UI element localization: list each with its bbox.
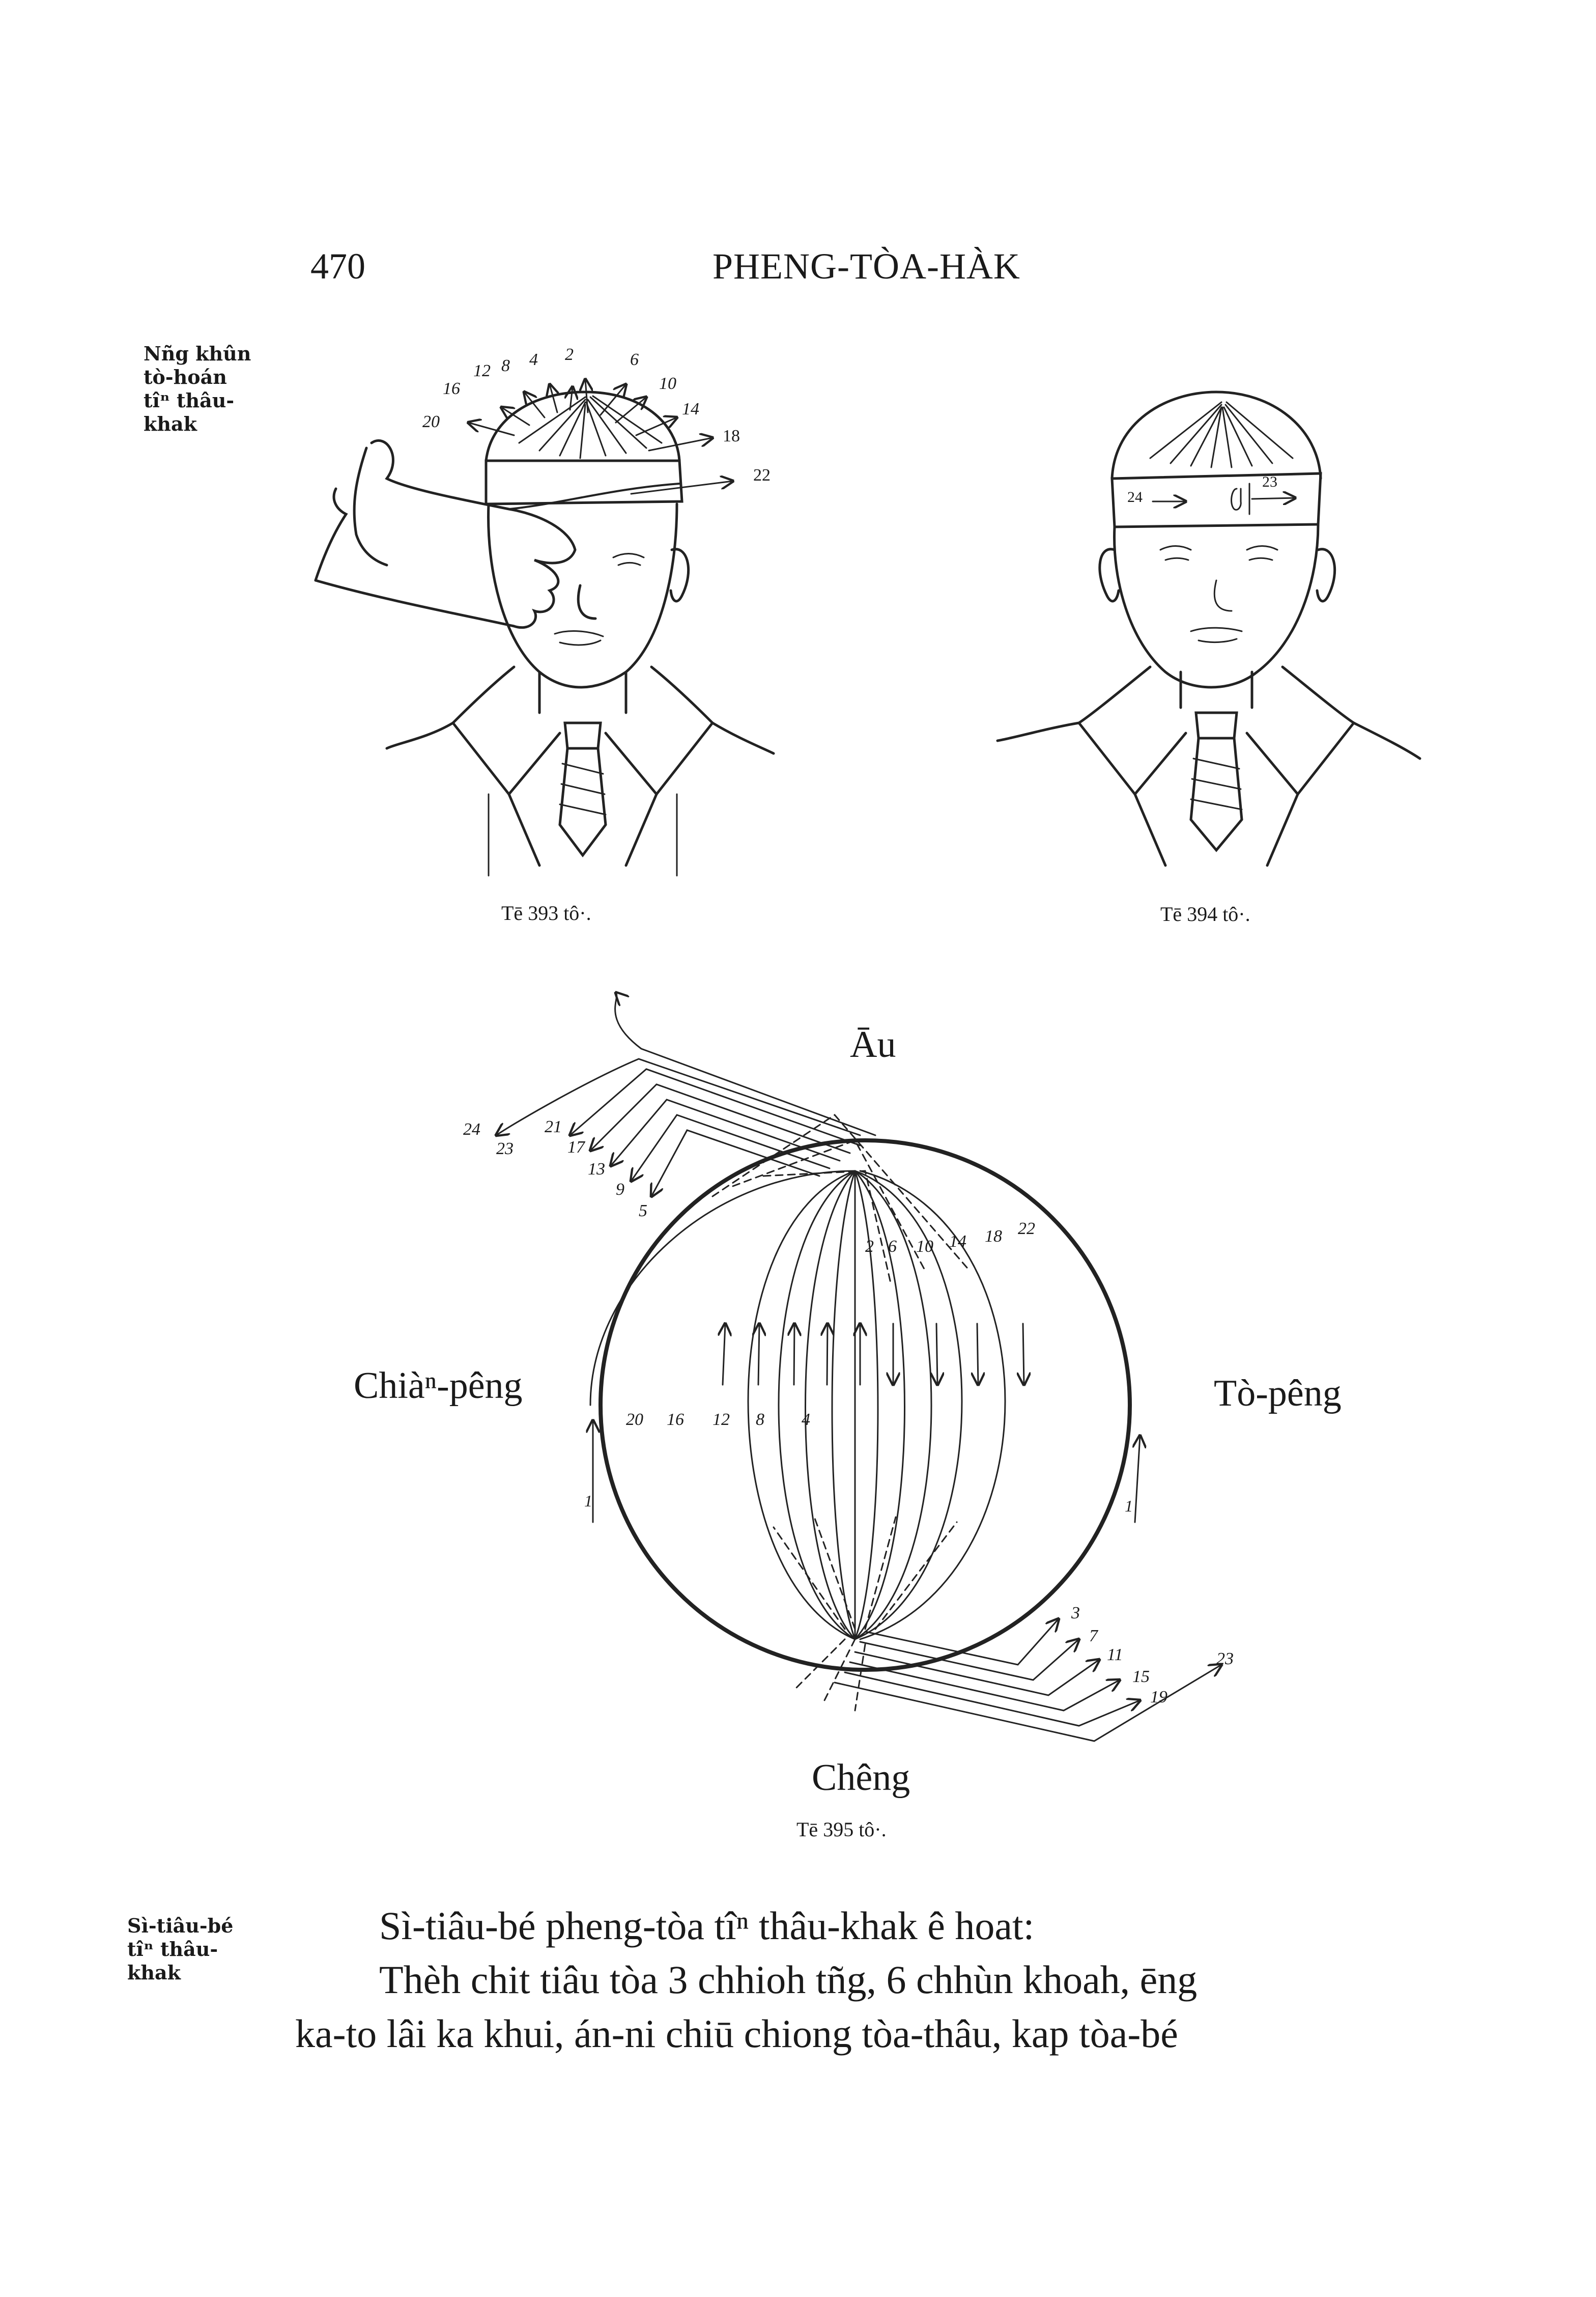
arrow-number: 7 — [1089, 1627, 1098, 1645]
arrow-number: 19 — [1150, 1688, 1167, 1706]
arrow-number: 15 — [1132, 1667, 1150, 1686]
margin-note-line: Sì-tiâu-bé — [127, 1914, 234, 1937]
arrow-number: 24 — [463, 1120, 480, 1139]
arrow-number: 16 — [667, 1410, 684, 1429]
arrow-number: 10 — [916, 1237, 933, 1256]
arrow-number: 1 — [584, 1492, 592, 1510]
arrow-number: 14 — [949, 1232, 966, 1251]
arrow-number: 8 — [501, 356, 510, 375]
figure-393-drawing — [314, 379, 775, 877]
arrow-number: 20 — [422, 412, 440, 431]
arrow-number: 12 — [712, 1410, 730, 1429]
arrow-number: 16 — [443, 379, 460, 398]
arrow-number: 22 — [753, 466, 771, 485]
arrow-number: 18 — [985, 1227, 1002, 1246]
arrow-number: 22 — [1018, 1219, 1035, 1238]
margin-note-line: tò-hoán — [144, 366, 227, 388]
arrow-number: 2 — [865, 1237, 874, 1256]
margin-note-line: Nñg khûn — [144, 342, 251, 365]
figure-394-caption: Tē 394 tô·. — [1160, 903, 1250, 926]
label-to-peng: Tò-pêng — [1214, 1372, 1342, 1414]
label-cheng: Chêng — [812, 1757, 910, 1799]
arrow-number: 23 — [1262, 473, 1277, 490]
arrow-number: 6 — [888, 1237, 897, 1256]
margin-note-line: khak — [127, 1961, 181, 1984]
figure-393-caption: Tē 393 tô·. — [501, 902, 591, 925]
arrow-number: 21 — [545, 1117, 562, 1136]
margin-note-line: tîⁿ thâu- — [127, 1938, 218, 1960]
label-chian-peng: Chiàⁿ-pêng — [354, 1365, 523, 1407]
body-line-2: Thèh chit tiâu tòa 3 chhioh tñg, 6 chhùn… — [379, 1957, 1198, 2002]
figure-395-caption: Tē 395 tô·. — [796, 1818, 887, 1841]
arrow-number: 4 — [529, 350, 538, 369]
margin-note-line: tîⁿ thâu- — [144, 389, 235, 412]
arrow-number: 9 — [616, 1180, 624, 1199]
margin-note-figure-393: Nñg khûn tò-hoán tîⁿ thâu- khak — [144, 342, 251, 436]
arrow-number: 1 — [1125, 1497, 1133, 1515]
arrow-number: 3 — [1071, 1604, 1080, 1622]
arrow-number: 18 — [723, 427, 740, 445]
arrow-number: 11 — [1107, 1645, 1123, 1664]
page-number: 470 — [310, 246, 365, 287]
body-line-1: Sì-tiâu-bé pheng-tòa tîⁿ thâu-khak ê hoa… — [379, 1903, 1035, 1948]
arrow-number: 4 — [802, 1410, 810, 1429]
running-title: PHENG-TÒA-HÀK — [712, 246, 1020, 287]
arrow-number: 23 — [496, 1139, 514, 1158]
arrow-number: 14 — [682, 400, 699, 418]
arrow-number: 10 — [659, 374, 676, 393]
figure-395-drawing — [496, 993, 1221, 1742]
body-line-3: ka-to lâi ka khui, án-ni chiū chiong tòa… — [295, 2011, 1178, 2056]
arrow-number: 24 — [1127, 489, 1143, 506]
figure-394-drawing — [996, 390, 1421, 867]
arrow-number: 13 — [588, 1160, 605, 1179]
arrow-number: 12 — [473, 361, 491, 380]
arrow-number: 20 — [626, 1410, 643, 1429]
arrow-number: 6 — [630, 350, 639, 369]
arrow-number: 17 — [567, 1138, 585, 1157]
arrow-number: 8 — [756, 1410, 764, 1429]
arrow-number: 5 — [639, 1201, 647, 1220]
arrow-number: 23 — [1216, 1649, 1234, 1668]
margin-note-section: Sì-tiâu-bé tîⁿ thâu- khak — [127, 1914, 233, 1984]
arrow-number: 2 — [565, 345, 574, 364]
margin-note-line: khak — [144, 412, 197, 435]
label-au: Āu — [850, 1024, 896, 1066]
